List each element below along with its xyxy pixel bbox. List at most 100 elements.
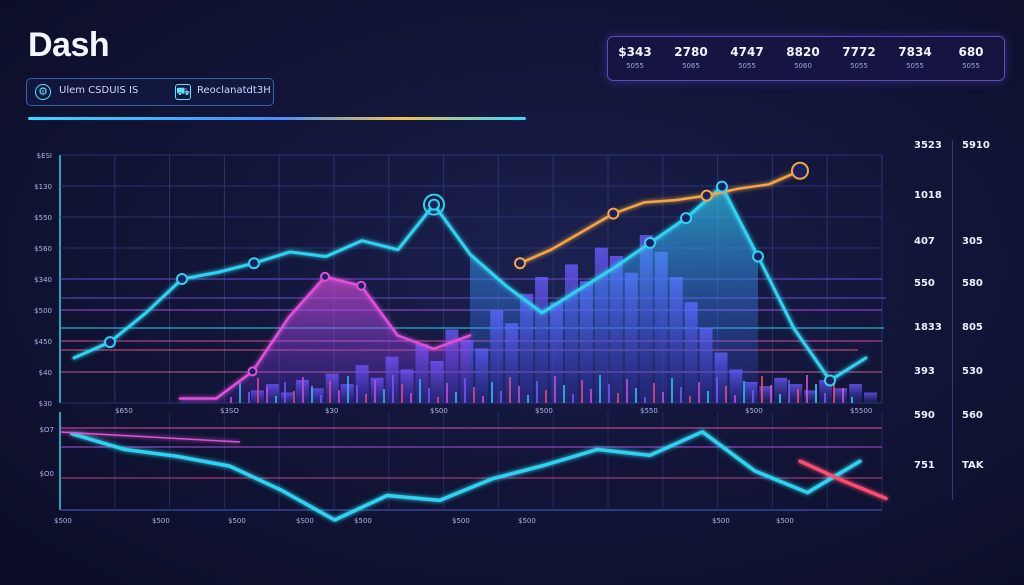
y-tick-label: $O0 bbox=[40, 470, 54, 478]
right-panel-value: 560 bbox=[962, 410, 983, 421]
stat-6: 7834 5055 bbox=[898, 45, 932, 70]
y-tick-label: $130 bbox=[34, 183, 52, 191]
series-line-orange bbox=[518, 169, 802, 265]
data-point bbox=[247, 366, 258, 377]
y-tick-label: $ESI bbox=[37, 152, 52, 160]
bar bbox=[806, 375, 808, 403]
right-panel-value: 3523 bbox=[914, 140, 942, 151]
data-point bbox=[428, 198, 440, 211]
data-point bbox=[716, 180, 728, 193]
bar bbox=[824, 393, 826, 403]
right-panel-value: TAK bbox=[962, 460, 984, 471]
bar bbox=[761, 376, 763, 403]
right-panel-value: 393 bbox=[914, 366, 935, 377]
bar bbox=[815, 384, 817, 403]
data-point bbox=[824, 374, 836, 387]
data-point bbox=[248, 257, 260, 270]
right-panel-value: 590 bbox=[914, 410, 935, 421]
y-tick-label: $340 bbox=[34, 276, 52, 284]
data-point bbox=[514, 257, 526, 270]
data-point bbox=[644, 236, 656, 249]
x-tick-label: $500 bbox=[452, 517, 470, 525]
x-tick-label: $5500 bbox=[850, 407, 872, 415]
bar bbox=[842, 388, 844, 403]
data-point bbox=[104, 336, 116, 349]
data-point bbox=[752, 250, 764, 263]
bar bbox=[774, 377, 788, 403]
stat-7: 680 5055 bbox=[958, 45, 984, 70]
stat-4: 8820 5060 bbox=[786, 45, 820, 70]
y-tick-label: $500 bbox=[34, 307, 52, 315]
x-tick-label: $500 bbox=[518, 517, 536, 525]
data-point bbox=[791, 161, 809, 180]
x-tick-label: $3SO bbox=[220, 407, 239, 415]
right-panel-value: 305 bbox=[962, 236, 983, 247]
x-tick-label: $550 bbox=[640, 407, 658, 415]
right-panel-value: 751 bbox=[914, 460, 935, 471]
highlight-marker bbox=[423, 193, 445, 216]
stat-3: 4747 5055 bbox=[730, 45, 764, 70]
control-label-1[interactable]: Ulem CSDUIS IS bbox=[59, 85, 139, 96]
right-panel-value: 530 bbox=[962, 366, 983, 377]
data-point bbox=[700, 189, 713, 202]
right-panel-value: 5910 bbox=[962, 140, 990, 151]
y-tick-label: $30 bbox=[39, 400, 52, 408]
bar bbox=[789, 384, 803, 403]
x-tick-label: $500 bbox=[354, 517, 372, 525]
top-progress-bar bbox=[28, 117, 526, 120]
x-tick-label: $500 bbox=[776, 517, 794, 525]
y-tick-label: $560 bbox=[34, 245, 52, 253]
x-tick-label: $500 bbox=[54, 517, 72, 525]
data-point bbox=[176, 273, 188, 285]
y-tick-label: $40 bbox=[39, 369, 52, 377]
data-point bbox=[680, 212, 692, 225]
bar bbox=[770, 385, 772, 403]
bar bbox=[851, 397, 853, 403]
bar bbox=[779, 394, 781, 403]
lower-line-red bbox=[798, 459, 888, 501]
controls-pill: ⚙ Ulem CSDUIS IS ⛟ Reoclanatdt3H bbox=[26, 78, 274, 106]
control-label-2[interactable]: Reoclanatdt3H bbox=[197, 85, 271, 96]
bar bbox=[864, 392, 877, 403]
x-tick-label: $500 bbox=[745, 407, 763, 415]
bar bbox=[797, 389, 799, 403]
lower-line-pink bbox=[59, 431, 241, 443]
x-tick-label: $500 bbox=[535, 407, 553, 415]
stat-5: 7772 5055 bbox=[842, 45, 876, 70]
right-panel-value: 550 bbox=[914, 278, 935, 289]
stat-2: 2780 5065 bbox=[674, 45, 708, 70]
data-point bbox=[607, 207, 620, 220]
data-point bbox=[320, 271, 330, 282]
x-tick-label: $500 bbox=[228, 517, 246, 525]
right-panel-value: 580 bbox=[962, 278, 983, 289]
right-panel-value: 407 bbox=[914, 236, 935, 247]
app-title: Dash bbox=[28, 26, 110, 64]
y-tick-label: $450 bbox=[34, 338, 52, 346]
bar bbox=[788, 380, 790, 403]
right-panel-divider bbox=[952, 140, 953, 500]
x-tick-label: $S00 bbox=[296, 517, 314, 525]
x-tick-label: $650 bbox=[115, 407, 133, 415]
right-panel-value: 1018 bbox=[914, 190, 942, 201]
right-panel-value: 1833 bbox=[914, 322, 942, 333]
x-tick-label: $500 bbox=[712, 517, 730, 525]
right-panel-value: 805 bbox=[962, 322, 983, 333]
truck-icon[interactable]: ⛟ bbox=[175, 84, 191, 100]
bar bbox=[834, 388, 848, 403]
settings-icon[interactable]: ⚙ bbox=[35, 84, 51, 100]
x-tick-label: $S00 bbox=[430, 407, 448, 415]
area-pink bbox=[180, 276, 470, 403]
series-line-cyan bbox=[72, 185, 868, 382]
stats-panel: $343 5055 2780 5065 4747 5055 8820 5060 7772… bbox=[607, 36, 1005, 81]
x-tick-label: $30 bbox=[325, 407, 338, 415]
lower-line-cyan bbox=[70, 430, 862, 522]
stat-1: $343 5055 bbox=[618, 45, 652, 70]
area-cyan bbox=[470, 186, 758, 403]
data-point bbox=[356, 280, 367, 291]
x-tick-label: $500 bbox=[152, 517, 170, 525]
y-tick-label: $O7 bbox=[40, 426, 54, 434]
bar bbox=[833, 379, 835, 403]
y-tick-label: $550 bbox=[34, 214, 52, 222]
